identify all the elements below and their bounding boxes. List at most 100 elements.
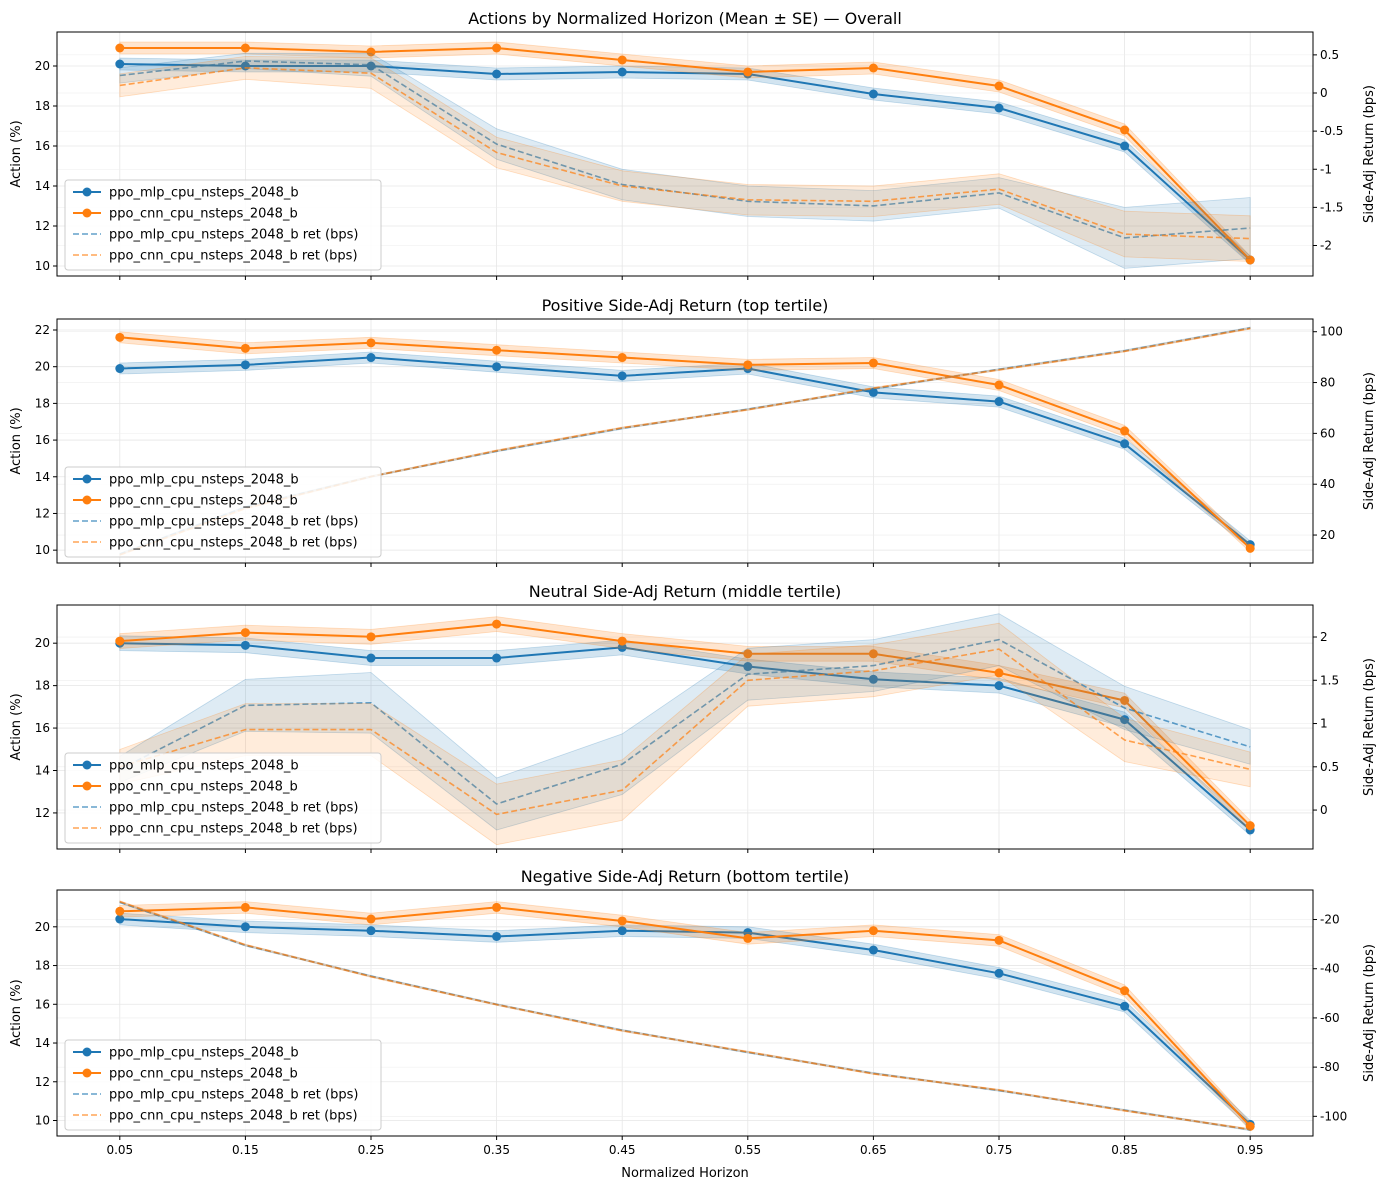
data-point bbox=[366, 61, 376, 71]
series-line bbox=[119, 900, 1251, 1131]
y-tick-label-right: -1.5 bbox=[1320, 200, 1343, 214]
data-point bbox=[743, 67, 753, 77]
y-tick-label-left: 16 bbox=[35, 997, 50, 1011]
y-tick-label-left: 20 bbox=[35, 920, 50, 934]
legend-swatch-marker bbox=[82, 760, 92, 770]
data-point bbox=[868, 358, 878, 368]
legend-swatch-marker bbox=[82, 474, 92, 484]
series-line bbox=[119, 918, 1251, 1126]
data-point bbox=[994, 397, 1004, 407]
axes-frame bbox=[56, 889, 1314, 1137]
data-point bbox=[240, 360, 250, 370]
y-tick-label-right: -60 bbox=[1320, 1011, 1340, 1025]
x-tick-label: 0.65 bbox=[860, 1143, 887, 1157]
x-tick-label: 0.85 bbox=[1111, 1143, 1138, 1157]
y-axis-label-left: Action (%) bbox=[9, 693, 24, 760]
se-band bbox=[119, 622, 1251, 846]
y-tick-label-right: 2 bbox=[1320, 630, 1328, 644]
y-tick-label-left: 18 bbox=[35, 396, 50, 410]
y-tick-label-left: 10 bbox=[35, 543, 50, 557]
se-band bbox=[119, 616, 1251, 832]
data-point bbox=[1245, 821, 1255, 831]
y-tick-label-left: 12 bbox=[35, 806, 50, 820]
x-tick-label: 0.45 bbox=[609, 1143, 636, 1157]
data-point bbox=[492, 902, 502, 912]
y-tick-label-right: -100 bbox=[1320, 1109, 1347, 1123]
y-tick-label-right: 0 bbox=[1320, 86, 1328, 100]
legend-label: ppo_cnn_cpu_nsteps_2048_b bbox=[109, 1067, 298, 1082]
x-tick-label: 0.75 bbox=[986, 1143, 1013, 1157]
y-tick-label-left: 18 bbox=[35, 99, 50, 113]
y-axis-label-right: Side-Adj Return (bps) bbox=[1362, 944, 1377, 1082]
axes-frame bbox=[56, 604, 1314, 850]
data-point bbox=[617, 67, 627, 77]
panel-title: Negative Side-Adj Return (bottom tertile… bbox=[521, 867, 850, 886]
legend-swatch-marker bbox=[82, 1047, 92, 1057]
y-tick-label-left: 10 bbox=[35, 259, 50, 273]
data-point bbox=[743, 360, 753, 370]
data-point bbox=[366, 338, 376, 348]
series-line bbox=[119, 47, 1251, 261]
legend: ppo_mlp_cpu_nsteps_2048_b ppo_cnn_cpu_nst… bbox=[64, 752, 382, 844]
data-point bbox=[492, 619, 502, 629]
legend-label: ppo_cnn_cpu_nsteps_2048_b bbox=[109, 207, 298, 222]
data-point bbox=[240, 640, 250, 650]
y-tick-label-left: 14 bbox=[35, 1036, 50, 1050]
axes-frame bbox=[56, 318, 1314, 564]
y-tick-label-left: 18 bbox=[35, 679, 50, 693]
y-tick-label-right: 0.5 bbox=[1320, 760, 1339, 774]
x-tick-label: 0.55 bbox=[734, 1143, 761, 1157]
y-tick-label-right: -80 bbox=[1320, 1060, 1340, 1074]
data-point bbox=[240, 343, 250, 353]
legend-swatch-marker bbox=[82, 1068, 92, 1078]
data-point bbox=[617, 926, 627, 936]
data-point bbox=[1120, 1001, 1130, 1011]
panel-4: Negative Side-Adj Return (bottom tertile… bbox=[9, 867, 1377, 1157]
data-point bbox=[492, 43, 502, 53]
x-tick-label: 0.15 bbox=[232, 1143, 259, 1157]
data-point bbox=[994, 681, 1004, 691]
data-point bbox=[617, 916, 627, 926]
legend-label: ppo_cnn_cpu_nsteps_2048_b ret (bps) bbox=[109, 1109, 358, 1124]
y-tick-label-left: 12 bbox=[35, 1075, 50, 1089]
y-axis-label-left: Action (%) bbox=[9, 407, 24, 474]
legend-label: ppo_mlp_cpu_nsteps_2048_b ret (bps) bbox=[109, 515, 358, 530]
y-tick-label-left: 16 bbox=[35, 433, 50, 447]
data-point bbox=[617, 55, 627, 65]
series-line bbox=[119, 63, 1251, 261]
y-tick-label-right: 20 bbox=[1320, 528, 1335, 542]
y-tick-label-left: 16 bbox=[35, 139, 50, 153]
y-tick-label-left: 20 bbox=[35, 59, 50, 73]
y-tick-label-left: 14 bbox=[35, 470, 50, 484]
y-tick-label-right: 1 bbox=[1320, 717, 1328, 731]
data-point bbox=[492, 362, 502, 372]
series-line bbox=[119, 67, 1251, 240]
data-point bbox=[1120, 125, 1130, 135]
data-point bbox=[115, 906, 125, 916]
y-tick-label-left: 18 bbox=[35, 959, 50, 973]
data-point bbox=[868, 926, 878, 936]
y-tick-label-left: 22 bbox=[35, 323, 50, 337]
data-point bbox=[994, 968, 1004, 978]
data-point bbox=[492, 69, 502, 79]
data-point bbox=[115, 364, 125, 374]
y-axis-label-left: Action (%) bbox=[9, 120, 24, 187]
data-point bbox=[492, 653, 502, 663]
y-tick-label-right: -1 bbox=[1320, 162, 1332, 176]
data-point bbox=[994, 103, 1004, 113]
x-tick-label: 0.05 bbox=[106, 1143, 133, 1157]
data-point bbox=[366, 926, 376, 936]
data-point bbox=[240, 43, 250, 53]
y-tick-label-right: -40 bbox=[1320, 962, 1340, 976]
x-tick-label: 0.25 bbox=[358, 1143, 385, 1157]
legend-label: ppo_cnn_cpu_nsteps_2048_b bbox=[109, 780, 298, 795]
y-tick-label-left: 10 bbox=[35, 1114, 50, 1128]
legend-box bbox=[64, 1039, 382, 1131]
data-point bbox=[240, 902, 250, 912]
data-point bbox=[115, 43, 125, 53]
y-tick-label-left: 20 bbox=[35, 636, 50, 650]
data-point bbox=[366, 653, 376, 663]
legend: ppo_mlp_cpu_nsteps_2048_b ppo_cnn_cpu_nst… bbox=[64, 1039, 382, 1131]
y-axis-label-left: Action (%) bbox=[9, 979, 24, 1046]
